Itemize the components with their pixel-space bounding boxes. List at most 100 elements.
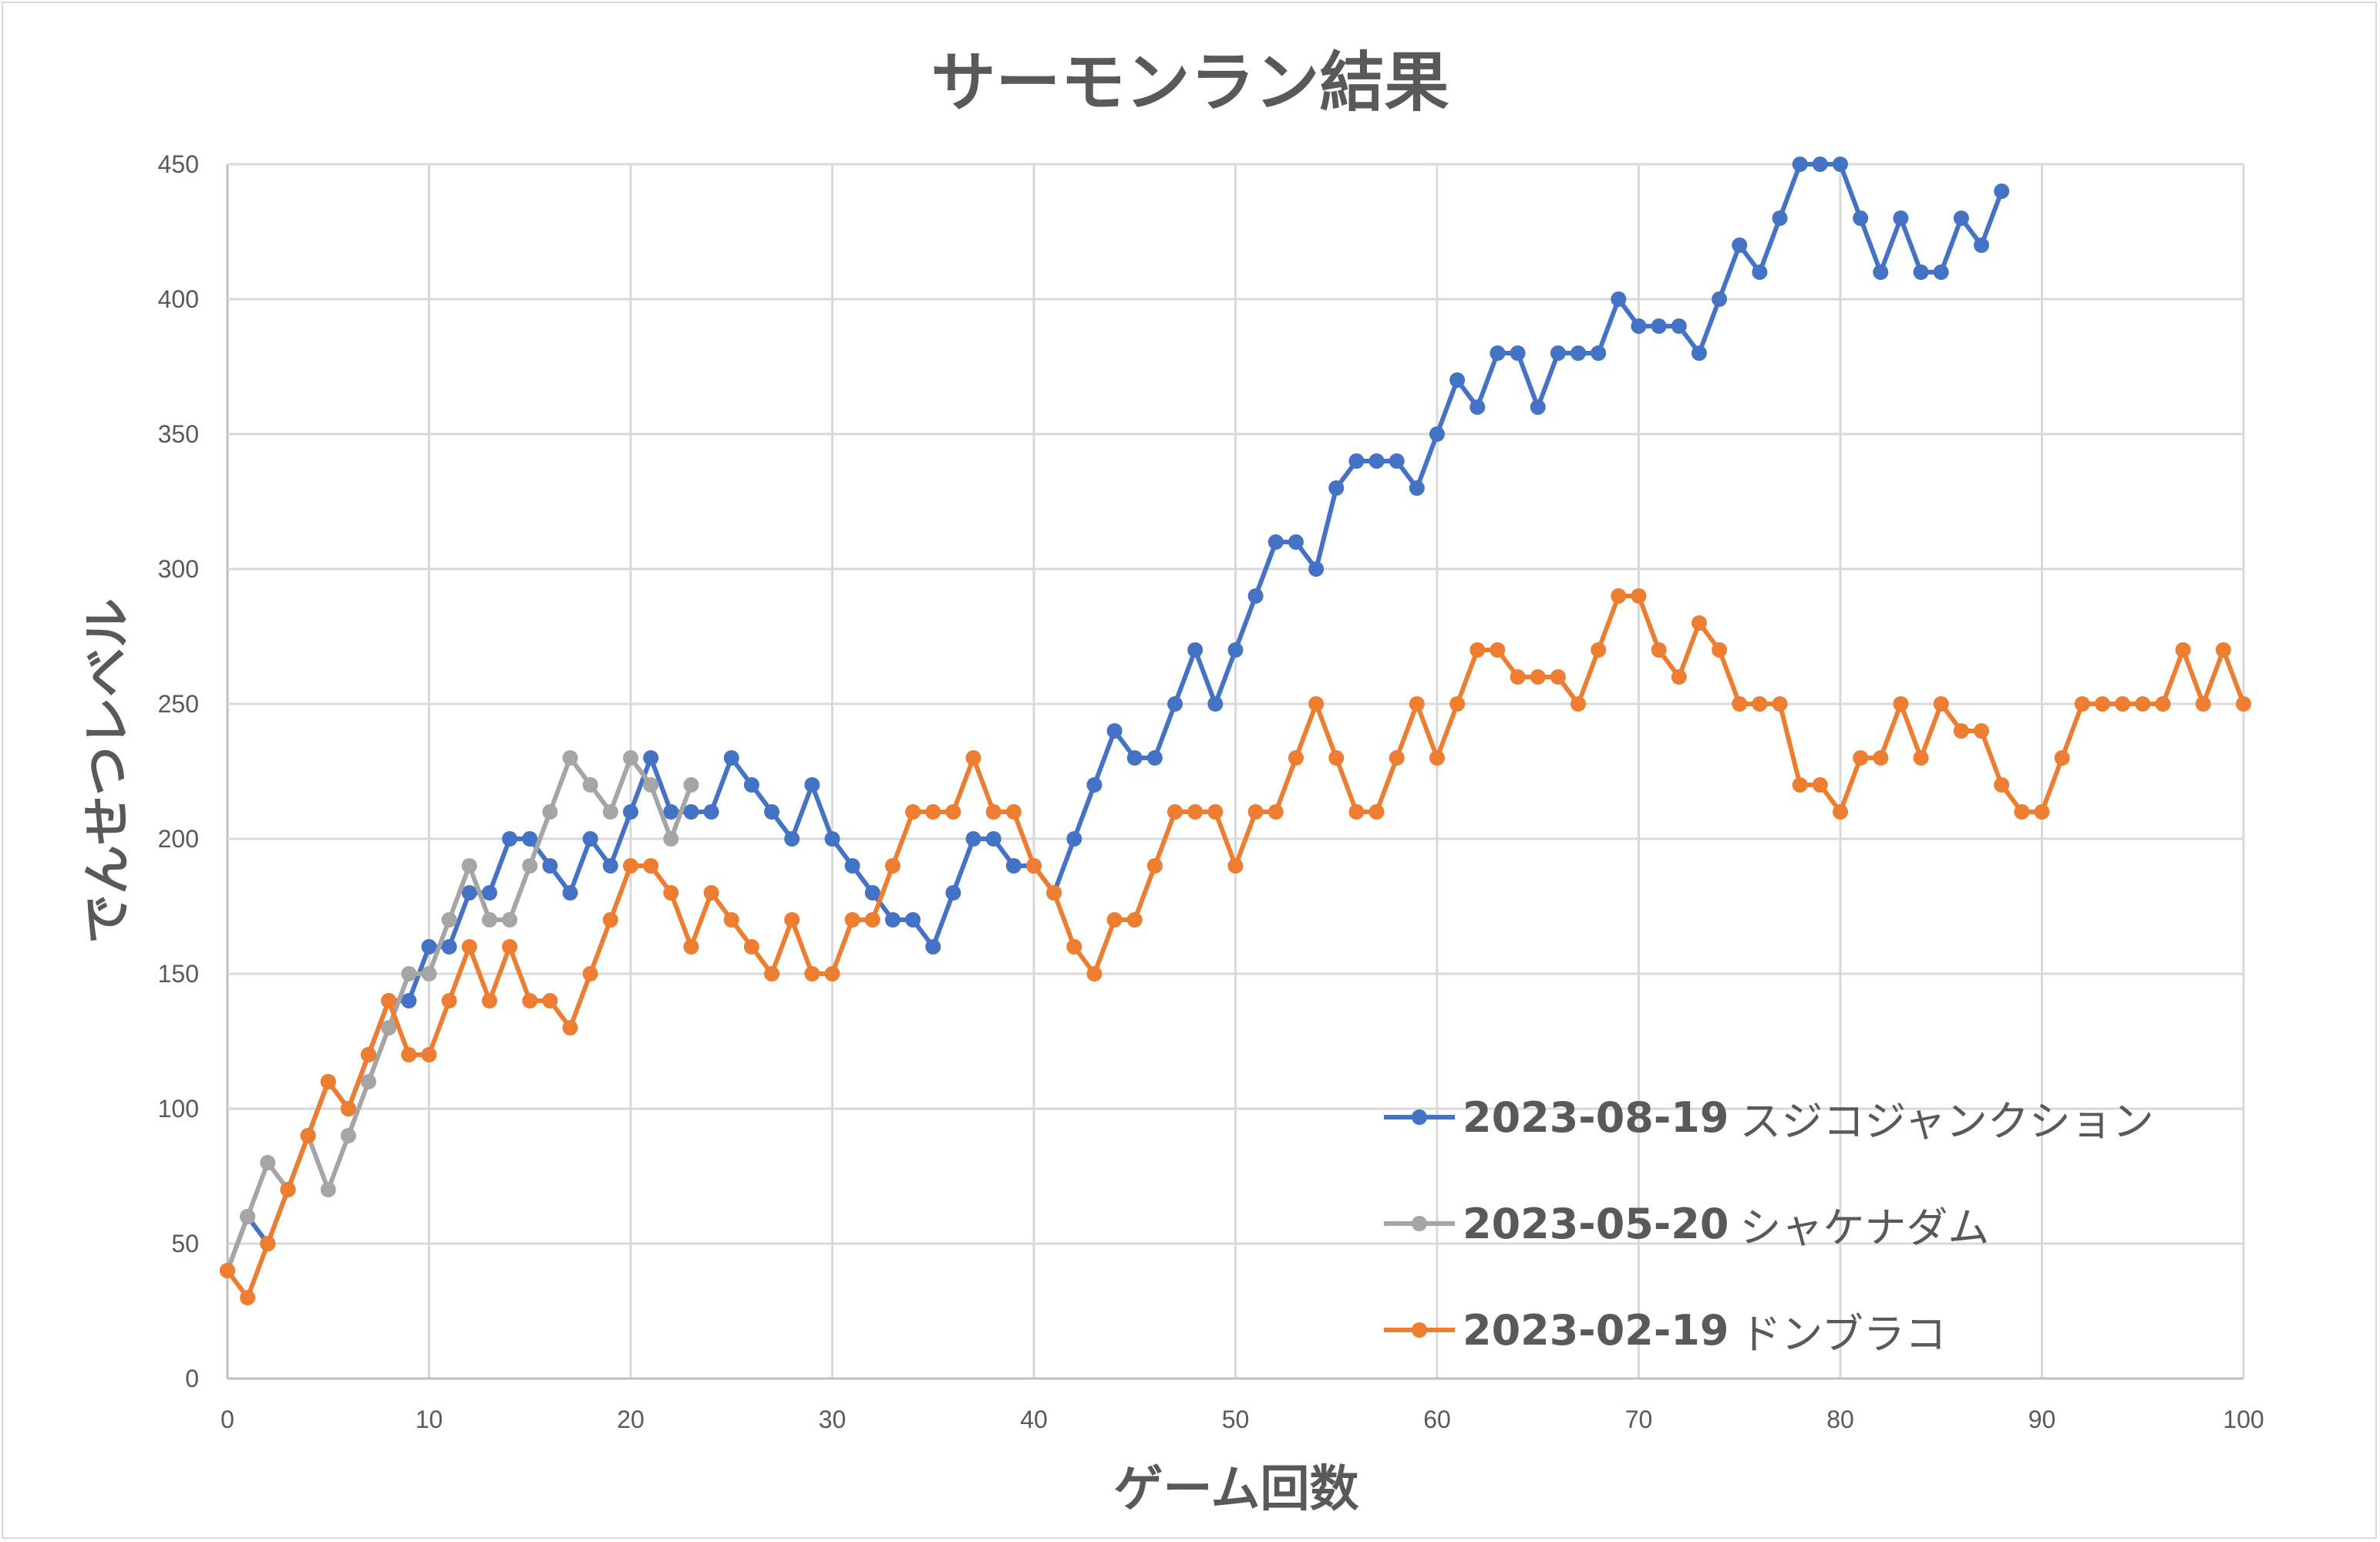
data-point (2215, 642, 2231, 658)
data-point (2155, 696, 2171, 712)
data-point (1611, 291, 1627, 307)
data-point (1591, 345, 1607, 361)
data-point (562, 750, 578, 766)
data-point (1671, 669, 1687, 685)
data-point (703, 804, 719, 820)
data-point (1469, 399, 1486, 415)
data-point (804, 966, 820, 981)
data-point (1227, 858, 1244, 874)
data-point (461, 858, 477, 874)
data-point (905, 804, 921, 820)
data-point (764, 804, 780, 820)
data-point (1732, 237, 1748, 253)
data-point (1994, 183, 2010, 199)
data-point (1611, 588, 1627, 604)
y-tick-label: 300 (158, 555, 199, 583)
data-point (1126, 750, 1143, 766)
data-point (2115, 696, 2131, 712)
data-point (1631, 588, 1647, 604)
data-point (1288, 534, 1304, 550)
data-point (623, 804, 638, 820)
data-point (1308, 696, 1325, 712)
data-point (1106, 912, 1123, 928)
data-point (1267, 534, 1284, 550)
data-point (1348, 804, 1365, 820)
data-point (1853, 750, 1869, 766)
data-point (1591, 642, 1607, 658)
data-point (1490, 345, 1506, 361)
data-point (1348, 453, 1365, 469)
data-point (1510, 345, 1526, 361)
legend-date: 2023-05-20 (1463, 1199, 1729, 1248)
data-point (361, 1047, 377, 1062)
data-point (1953, 723, 1969, 739)
data-point (1712, 642, 1728, 658)
data-point (1227, 642, 1244, 658)
data-point (2195, 696, 2211, 712)
data-point (441, 993, 457, 1008)
data-point (864, 912, 880, 928)
data-point (542, 858, 558, 874)
data-point (663, 885, 679, 901)
data-point (1449, 372, 1466, 388)
data-point (2054, 750, 2070, 766)
data-point (461, 939, 477, 954)
data-point (804, 777, 820, 793)
data-point (2236, 696, 2251, 712)
data-point (1409, 480, 1425, 496)
data-point (643, 750, 659, 766)
data-point (1671, 318, 1687, 334)
data-point (844, 858, 860, 874)
data-point (1550, 345, 1566, 361)
data-point (643, 777, 659, 793)
data-point (522, 858, 538, 874)
data-point (461, 885, 477, 901)
data-point (1247, 804, 1264, 820)
data-point (1368, 804, 1385, 820)
data-point (1288, 750, 1304, 766)
data-point (1469, 642, 1486, 658)
data-point (965, 831, 981, 847)
data-point (905, 912, 921, 928)
data-point (522, 993, 538, 1008)
series-lines (220, 157, 2251, 1305)
data-point (1106, 723, 1123, 739)
data-point (340, 1101, 356, 1116)
data-point (1510, 669, 1526, 685)
data-point (1146, 750, 1163, 766)
data-point (1893, 210, 1909, 226)
y-tick-label: 0 (185, 1365, 199, 1392)
data-point (1207, 804, 1224, 820)
legend-marker (1384, 1208, 1455, 1239)
y-tick-label: 50 (171, 1230, 199, 1258)
data-point (784, 912, 800, 928)
data-point (1550, 669, 1566, 685)
data-point (582, 777, 598, 793)
data-point (562, 885, 578, 901)
data-point (824, 966, 840, 981)
legend-item-donbrako: 2023-02-19 ドンブラコ (1384, 1277, 2154, 1383)
data-point (602, 858, 618, 874)
data-point (1631, 318, 1647, 334)
data-point (1833, 157, 1848, 172)
y-tick-label: 100 (158, 1095, 199, 1123)
y-tick-label: 400 (158, 285, 199, 313)
x-tick-label: 40 (1020, 1406, 1048, 1433)
data-point (1691, 615, 1707, 631)
data-point (945, 885, 961, 901)
legend-marker (1384, 1315, 1455, 1345)
data-point (1691, 345, 1707, 361)
data-point (1126, 912, 1143, 928)
data-point (683, 939, 699, 954)
data-point (1812, 157, 1828, 172)
data-point (320, 1182, 336, 1197)
data-point (1712, 291, 1728, 307)
data-point (401, 1047, 417, 1062)
data-point (1651, 642, 1667, 658)
data-point (1187, 804, 1203, 820)
data-point (985, 831, 1001, 847)
data-point (602, 804, 618, 820)
data-point (240, 1290, 256, 1305)
data-point (1913, 264, 1929, 280)
data-point (743, 777, 759, 793)
